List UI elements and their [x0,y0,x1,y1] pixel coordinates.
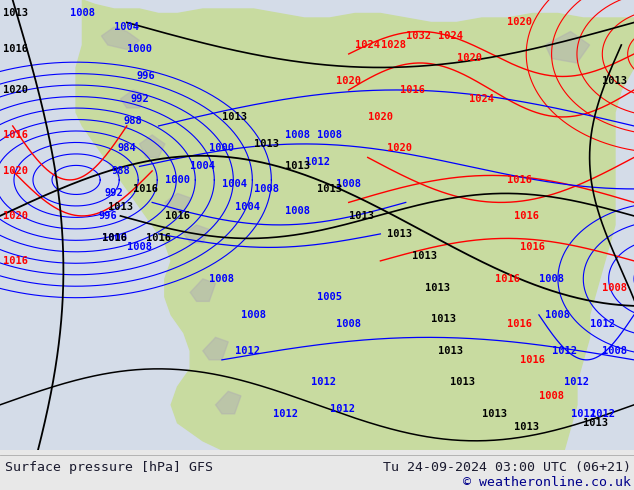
Text: 1004: 1004 [190,161,216,172]
Text: 1012: 1012 [571,409,596,419]
Text: 1008: 1008 [539,274,564,284]
Text: 1024: 1024 [355,40,380,50]
Text: 1013: 1013 [514,422,539,432]
Polygon shape [203,337,228,360]
Text: 1008: 1008 [285,206,311,217]
Polygon shape [165,194,190,211]
Text: 1016: 1016 [101,233,127,244]
Text: 1016: 1016 [3,130,29,140]
Text: 1013: 1013 [437,346,463,356]
Text: 1012: 1012 [235,346,260,356]
Text: 1013: 1013 [349,211,374,221]
Text: 1008: 1008 [127,243,152,252]
Text: 1012: 1012 [564,377,590,388]
Text: 1008: 1008 [254,184,279,194]
Text: 1016: 1016 [495,274,520,284]
Text: 1016: 1016 [133,184,158,194]
Text: 1013: 1013 [583,418,609,428]
Text: 1008: 1008 [70,8,95,19]
Polygon shape [216,392,241,414]
Text: 1013: 1013 [412,251,437,261]
Text: 984: 984 [117,144,136,153]
Text: 1013: 1013 [450,377,476,388]
Text: 1013: 1013 [317,184,342,194]
Text: 1020: 1020 [507,18,533,27]
Text: 992: 992 [130,94,149,104]
Polygon shape [545,31,590,63]
Polygon shape [190,279,216,301]
Text: 1013: 1013 [222,112,247,122]
Text: 1020: 1020 [368,112,393,122]
Text: 1000: 1000 [127,45,152,54]
Text: © weatheronline.co.uk: © weatheronline.co.uk [463,476,631,489]
Text: 1008: 1008 [545,310,571,320]
Text: 1013: 1013 [431,315,456,324]
Text: 1008: 1008 [602,346,628,356]
Text: 1004: 1004 [222,179,247,190]
Text: 1013: 1013 [425,283,450,293]
Text: 1016: 1016 [165,211,190,221]
Text: 1008: 1008 [336,179,361,190]
Text: 1020: 1020 [3,166,29,176]
Text: 1012: 1012 [552,346,577,356]
Text: 1013: 1013 [254,139,279,149]
Text: 1012: 1012 [273,409,298,419]
Text: 1000: 1000 [165,175,190,185]
Text: 1005: 1005 [317,292,342,302]
Text: 1008: 1008 [317,130,342,140]
Text: Tu 24-09-2024 03:00 UTC (06+21): Tu 24-09-2024 03:00 UTC (06+21) [383,461,631,474]
Text: 1024: 1024 [469,94,495,104]
Text: 1008: 1008 [285,130,311,140]
Polygon shape [184,225,209,243]
Text: 1032: 1032 [406,31,431,41]
Text: 996: 996 [98,211,117,221]
Text: 1008: 1008 [602,283,628,293]
Text: 1012: 1012 [330,404,355,415]
Text: 1016: 1016 [514,211,539,221]
Text: 1000: 1000 [209,144,235,153]
Text: 1020: 1020 [387,144,412,153]
Text: 992: 992 [105,189,124,198]
Polygon shape [139,135,165,157]
Text: 1004: 1004 [114,22,139,32]
Text: 1008: 1008 [241,310,266,320]
Text: 1020: 1020 [3,85,29,95]
Text: 1024: 1024 [437,31,463,41]
Text: 1012: 1012 [590,319,615,329]
Text: 1016: 1016 [507,175,533,185]
Text: 1013: 1013 [108,202,133,212]
Text: 1020: 1020 [456,53,482,64]
Text: 1013: 1013 [482,409,507,419]
Text: 1016: 1016 [3,256,29,266]
Text: 1016: 1016 [399,85,425,95]
Polygon shape [101,27,139,49]
Text: 1013: 1013 [602,76,628,86]
Text: 996: 996 [136,72,155,81]
Text: 1008: 1008 [209,274,235,284]
Polygon shape [76,0,634,450]
Polygon shape [120,90,146,108]
Text: 1020: 1020 [336,76,361,86]
Text: 1012: 1012 [311,377,336,388]
Text: 1012: 1012 [590,409,615,419]
Text: 1013: 1013 [3,8,29,19]
Text: 1008: 1008 [336,319,361,329]
Text: 1028: 1028 [380,40,406,50]
Text: Surface pressure [hPa] GFS: Surface pressure [hPa] GFS [5,461,213,474]
Text: 1008: 1008 [539,391,564,401]
Text: 1004: 1004 [235,202,260,212]
Text: 1016: 1016 [520,243,545,252]
Text: 988: 988 [124,117,143,126]
Text: 1000: 1000 [101,233,127,244]
Text: 1016: 1016 [520,355,545,365]
Text: 1016: 1016 [507,319,533,329]
Text: 1013: 1013 [387,229,412,239]
Text: 1013: 1013 [285,161,311,172]
Text: 1020: 1020 [3,211,29,221]
Text: 988: 988 [111,166,130,176]
Text: 1016: 1016 [146,233,171,244]
Text: 1016: 1016 [3,45,29,54]
Text: 1012: 1012 [304,157,330,167]
